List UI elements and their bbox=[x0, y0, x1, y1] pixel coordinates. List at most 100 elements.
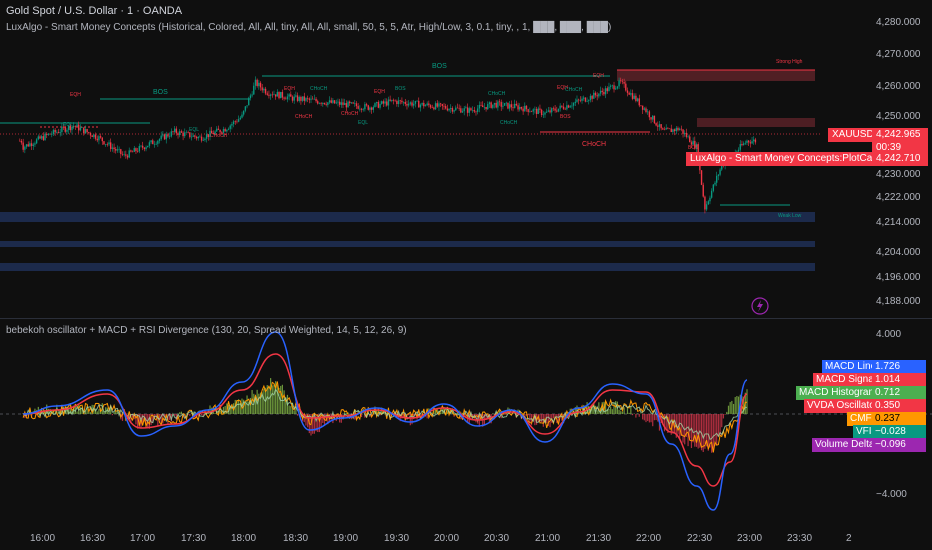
candle-body bbox=[46, 133, 48, 135]
candle-body bbox=[737, 149, 740, 152]
histogram-bar bbox=[386, 412, 388, 414]
time-axis[interactable]: 16:00 16:30 17:00 17:30 18:00 18:30 19:0… bbox=[0, 524, 932, 550]
candle-body bbox=[581, 98, 583, 101]
candle-body bbox=[231, 124, 233, 126]
candle-body bbox=[103, 141, 105, 145]
histogram-bar bbox=[721, 414, 723, 428]
candle-body bbox=[261, 87, 263, 91]
candle-body bbox=[692, 140, 694, 145]
candle-body bbox=[347, 101, 349, 108]
candle-body bbox=[30, 143, 33, 146]
histogram-bar bbox=[441, 409, 443, 414]
last-price-tag: 4,242.965 bbox=[872, 128, 928, 142]
candle-body bbox=[525, 105, 528, 110]
candle-body bbox=[318, 103, 321, 104]
candle-body bbox=[685, 132, 688, 137]
candle-body bbox=[594, 92, 597, 96]
candle-body bbox=[354, 103, 356, 104]
histogram-bar bbox=[636, 413, 639, 414]
candle-body bbox=[131, 151, 134, 153]
histogram-bar bbox=[527, 414, 529, 416]
candle-body bbox=[616, 86, 619, 89]
time-tick: 20:00 bbox=[434, 533, 459, 544]
candle-body bbox=[200, 136, 203, 141]
indicator-legend[interactable]: LuxAlgo - Smart Money Concepts (Historic… bbox=[6, 22, 612, 33]
candle-body bbox=[487, 104, 489, 110]
price-tick: 4,196.000 bbox=[876, 272, 921, 283]
candle-body bbox=[382, 101, 385, 104]
histogram-bar bbox=[557, 414, 560, 424]
histogram-bar bbox=[692, 414, 694, 443]
histogram-bar bbox=[258, 393, 260, 414]
candle-body bbox=[684, 132, 686, 134]
oscillator-chart[interactable]: 4.000 −4.000 bbox=[0, 319, 932, 524]
candle-body bbox=[428, 103, 430, 106]
candle-body bbox=[57, 132, 60, 133]
histogram-bar bbox=[283, 390, 285, 414]
candle-body bbox=[705, 204, 708, 210]
candle-body bbox=[59, 132, 61, 133]
histogram-bar bbox=[584, 410, 586, 414]
smc-label-bos: BOS bbox=[688, 145, 699, 151]
candle-body bbox=[747, 140, 750, 143]
candle-body bbox=[680, 128, 683, 130]
histogram-bar bbox=[227, 405, 230, 414]
histogram-bar bbox=[273, 384, 275, 414]
histogram-bar bbox=[505, 414, 507, 415]
histogram-bar bbox=[293, 410, 295, 414]
candle-body bbox=[396, 100, 398, 105]
candle-body bbox=[328, 100, 331, 103]
histogram-bar bbox=[248, 401, 250, 414]
candle-body bbox=[86, 129, 88, 133]
candle-body bbox=[721, 164, 723, 170]
histogram-bar bbox=[630, 406, 632, 414]
candle-body bbox=[527, 109, 529, 112]
symbol-title[interactable]: Gold Spot / U.S. Dollar · 1 · OANDA bbox=[6, 5, 183, 17]
candle-body bbox=[370, 107, 373, 110]
candle-body bbox=[717, 174, 720, 176]
pane-divider[interactable] bbox=[0, 318, 932, 319]
price-axis[interactable]: 4,280.000 4,270.000 4,260.000 4,250.000 … bbox=[876, 17, 921, 307]
histogram-bar bbox=[74, 403, 76, 414]
smc-label-eql: EQL bbox=[189, 127, 199, 133]
histogram-bar bbox=[180, 411, 182, 414]
histogram-bar bbox=[719, 414, 721, 436]
candle-body bbox=[577, 99, 580, 101]
candle-body bbox=[407, 103, 410, 106]
candle-body bbox=[273, 94, 275, 96]
candle-body bbox=[386, 101, 388, 106]
lightning-icon[interactable] bbox=[751, 297, 769, 315]
candle-body bbox=[456, 107, 459, 109]
candle-body bbox=[421, 102, 423, 105]
candle-body bbox=[138, 146, 141, 152]
candle-body bbox=[76, 124, 78, 127]
oscillator-pane[interactable]: 4.000 −4.000 MACD Line 1.726 MACD Signal… bbox=[0, 319, 932, 524]
histogram-bar bbox=[290, 406, 292, 414]
candle-body bbox=[293, 96, 295, 101]
histogram-bar bbox=[706, 414, 708, 447]
candle-body bbox=[709, 197, 711, 202]
candle-body bbox=[571, 105, 573, 107]
price-pane[interactable]: BOS BOS BOS BOS BOS CHoCH CHoCH CHoCH CH… bbox=[0, 0, 932, 318]
candle-body bbox=[537, 108, 539, 115]
histogram-bar bbox=[642, 414, 644, 420]
smc-label-choch: CHoCH bbox=[295, 114, 313, 120]
osc-tick: 4.000 bbox=[876, 329, 901, 340]
smc-label-choch: CHoCH bbox=[310, 86, 328, 92]
candle-body bbox=[478, 104, 481, 109]
candle-body bbox=[488, 102, 491, 105]
histogram-bar bbox=[249, 397, 252, 414]
candle-body bbox=[362, 109, 364, 110]
histogram-bar bbox=[645, 414, 647, 423]
histogram-bar bbox=[611, 409, 613, 414]
candle-body bbox=[79, 127, 82, 131]
candle-body bbox=[135, 148, 137, 152]
candle-body bbox=[96, 138, 98, 141]
candle-body bbox=[283, 97, 285, 99]
candle-body bbox=[397, 100, 400, 105]
oscillator-title[interactable]: bebekoh oscillator + MACD + RSI Divergen… bbox=[6, 325, 407, 336]
candle-body bbox=[153, 143, 156, 145]
histogram-bar bbox=[487, 414, 489, 418]
histogram-bar bbox=[736, 395, 738, 414]
price-chart[interactable]: BOS BOS BOS BOS BOS CHoCH CHoCH CHoCH CH… bbox=[0, 0, 932, 318]
